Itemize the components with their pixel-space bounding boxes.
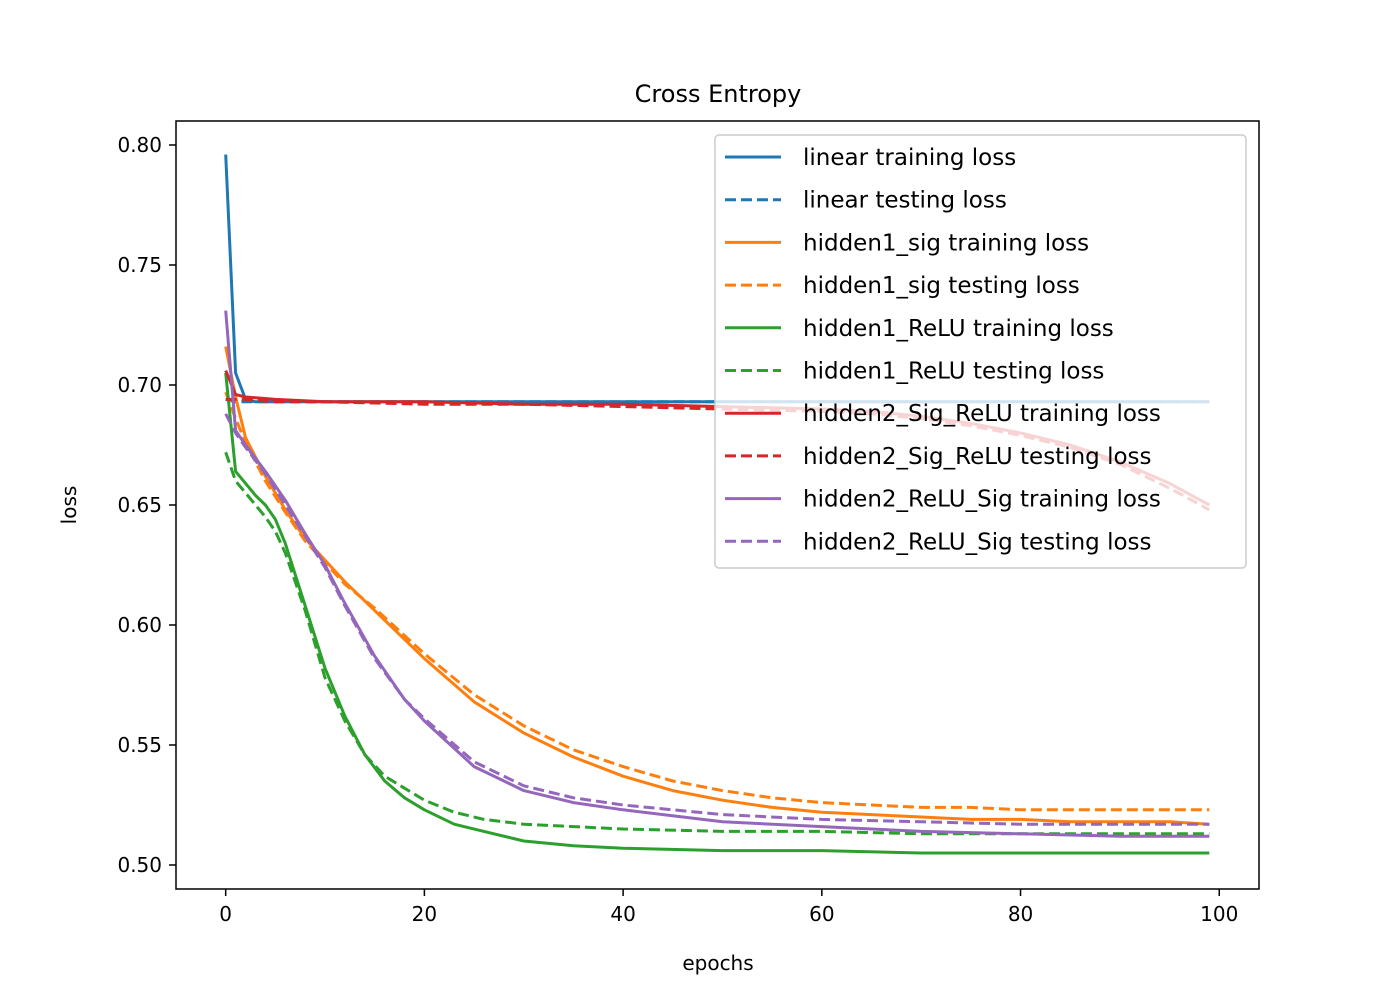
y-tick-label-1: 0.55 xyxy=(117,733,162,757)
legend-label-0: linear training loss xyxy=(803,145,1016,171)
y-tick-label-2: 0.60 xyxy=(117,613,162,637)
x-tick-label-3: 60 xyxy=(809,902,834,926)
x-tick-label-0: 0 xyxy=(219,902,232,926)
legend-label-6: hidden2_Sig_ReLU training loss xyxy=(803,401,1161,427)
x-tick-label-2: 40 xyxy=(610,902,635,926)
legend-label-9: hidden2_ReLU_Sig testing loss xyxy=(803,529,1152,555)
series-line-3 xyxy=(224,391,1210,812)
y-tick-label-3: 0.65 xyxy=(117,493,162,517)
legend: linear training loss linear testing loss h… xyxy=(714,134,1247,569)
legend-label-1: linear testing loss xyxy=(803,188,1007,214)
legend-label-5: hidden1_ReLU testing loss xyxy=(803,359,1104,385)
x-tick-label-5: 100 xyxy=(1200,902,1238,926)
ticks-layer: 0 20 40 60 80 100 0.50 0.55 0.60 0.65 0.70 0.75 0.80 xyxy=(117,133,1238,926)
y-axis-label: loss xyxy=(57,486,81,525)
series-line-4 xyxy=(224,372,1210,855)
legend-label-4: hidden1_ReLU training loss xyxy=(803,316,1114,342)
x-tick-label-4: 80 xyxy=(1008,902,1033,926)
x-tick-label-1: 20 xyxy=(412,902,437,926)
x-axis-label: epochs xyxy=(682,951,753,975)
series-line-8 xyxy=(224,310,1210,838)
legend-label-2: hidden1_sig training loss xyxy=(803,230,1089,256)
legend-label-7: hidden2_Sig_ReLU testing loss xyxy=(803,444,1152,470)
y-tick-label-0: 0.50 xyxy=(117,853,162,877)
y-tick-label-4: 0.70 xyxy=(117,373,162,397)
y-tick-label-6: 0.80 xyxy=(117,133,162,157)
legend-label-8: hidden2_ReLU_Sig training loss xyxy=(803,487,1161,513)
series-line-9 xyxy=(224,413,1210,826)
series-line-5 xyxy=(224,451,1210,836)
chart-title: Cross Entropy xyxy=(635,80,802,108)
legend-label-3: hidden1_sig testing loss xyxy=(803,273,1080,299)
legend-box xyxy=(714,134,1247,569)
y-tick-label-5: 0.75 xyxy=(117,253,162,277)
